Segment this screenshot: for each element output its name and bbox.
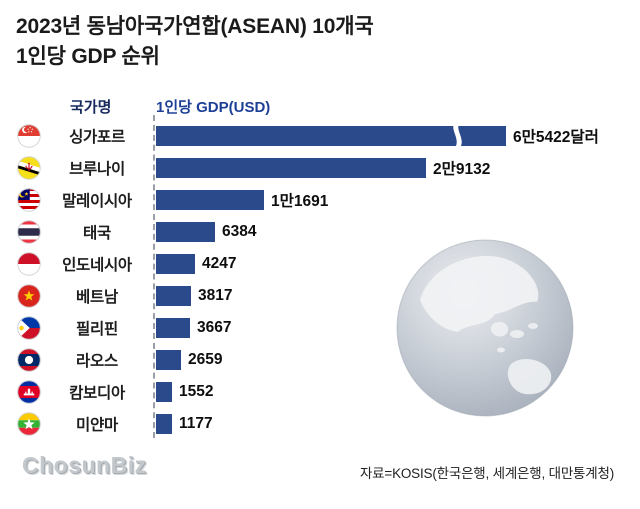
- gdp-bar: [156, 190, 264, 210]
- chart-row-indonesia: 인도네시아 4247: [0, 248, 640, 280]
- gdp-bar: [156, 222, 215, 242]
- gdp-bar: [156, 350, 181, 370]
- gdp-value-label: 1만1691: [271, 193, 329, 210]
- bar-area: 6만5422달러: [156, 123, 599, 148]
- country-label: 인도네시아: [62, 257, 132, 274]
- chart-row-singapore: 싱가포르 6만5422달러: [0, 120, 640, 152]
- gdp-value-label: 1177: [179, 415, 213, 432]
- flag-myanmar-icon: [17, 412, 41, 436]
- bar-area: 4247: [156, 254, 236, 274]
- bar-area: 6384: [156, 222, 256, 242]
- country-label: 캄보디아: [69, 385, 125, 402]
- bar-area: 3817: [156, 286, 232, 306]
- flag-singapore-icon: [17, 124, 41, 148]
- country-label: 싱가포르: [69, 129, 125, 146]
- bar-area: 1177: [156, 414, 213, 434]
- country-label: 필리핀: [76, 321, 118, 338]
- gdp-value-label: 3667: [197, 319, 232, 336]
- bar-area: 2만9132: [156, 158, 490, 178]
- title-line2: 1인당 GDP 순위: [16, 44, 160, 68]
- gdp-value-label: 6384: [222, 223, 257, 240]
- country-label: 태국: [83, 225, 111, 242]
- bar-area: 1만1691: [156, 190, 328, 210]
- title-line1: 2023년 동남아국가연합(ASEAN) 10개국: [16, 15, 374, 38]
- gdp-value-label: 3817: [198, 287, 233, 304]
- column-header-gdp: 1인당 GDP(USD): [156, 99, 271, 116]
- globe-graphic: [395, 238, 575, 423]
- chart-row-thailand: 태국 6384: [0, 216, 640, 248]
- gdp-bar: [156, 254, 195, 274]
- axis-line: [153, 115, 155, 438]
- chart-row-myanmar: 미얀마 1177: [0, 408, 640, 440]
- bar-area: 1552: [156, 382, 213, 402]
- gdp-value-label: 2659: [188, 351, 223, 368]
- country-label: 베트남: [76, 289, 118, 306]
- globe-icon: [396, 239, 574, 417]
- flag-malaysia-icon: [17, 188, 41, 212]
- gdp-bar: [156, 123, 506, 148]
- flag-laos-icon: [17, 348, 41, 372]
- bar-area: 2659: [156, 350, 222, 370]
- gdp-value-label: 2만9132: [433, 161, 491, 178]
- country-label: 브루나이: [69, 161, 125, 178]
- flag-philippines-icon: [17, 316, 41, 340]
- flag-indonesia-icon: [17, 252, 41, 276]
- gdp-bar: [156, 286, 191, 306]
- country-label: 미얀마: [76, 417, 118, 434]
- flag-thailand-icon: [17, 220, 41, 244]
- bar-area: 3667: [156, 318, 231, 338]
- chart-row-vietnam: 베트남 3817: [0, 280, 640, 312]
- flag-vietnam-icon: [17, 284, 41, 308]
- source-text: 자료=KOSIS(한국은행, 세계은행, 대만통계청): [359, 466, 614, 481]
- page-title: 2023년 동남아국가연합(ASEAN) 10개국 1인당 GDP 순위: [16, 12, 374, 72]
- chart-row-cambodia: 캄보디아 1552: [0, 376, 640, 408]
- flag-cambodia-icon: [17, 380, 41, 404]
- chosunbiz-logo: ChosunBiz: [22, 452, 147, 478]
- gdp-bar: [156, 158, 426, 178]
- gdp-value-label: 6만5422달러: [513, 129, 599, 146]
- chart-row-laos: 라오스 2659: [0, 344, 640, 376]
- gdp-value-label: 1552: [179, 383, 214, 400]
- gdp-bar: [156, 382, 172, 402]
- chart-row-malaysia: 말레이시아 1만1691: [0, 184, 640, 216]
- chart-row-philippines: 필리핀 3667: [0, 312, 640, 344]
- chart-row-brunei: 브루나이 2만9132: [0, 152, 640, 184]
- flag-brunei-icon: [17, 156, 41, 180]
- gdp-bar: [156, 414, 172, 434]
- country-label: 말레이시아: [62, 193, 132, 210]
- column-header-country: 국가명: [70, 99, 112, 116]
- gdp-value-label: 4247: [202, 255, 237, 272]
- country-label: 라오스: [76, 353, 118, 370]
- gdp-bar: [156, 318, 190, 338]
